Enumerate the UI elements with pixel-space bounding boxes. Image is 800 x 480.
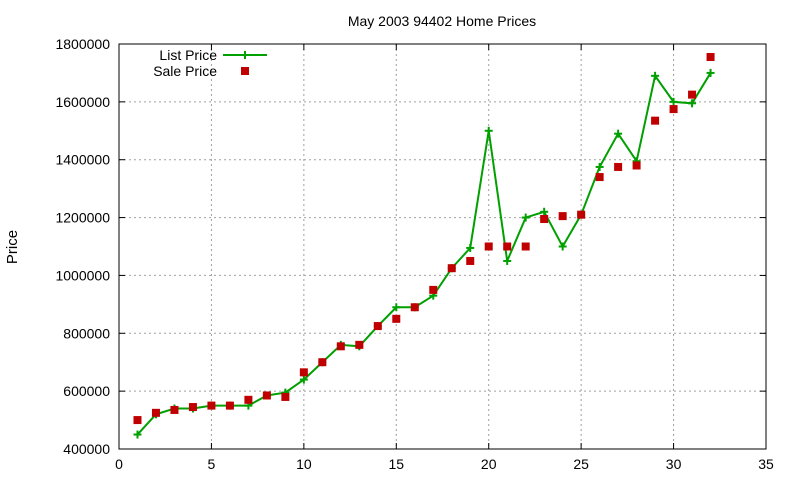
list-price-point — [392, 303, 401, 312]
sale-price-point — [188, 403, 197, 412]
y-tick-label: 400000 — [63, 441, 110, 457]
list-price-point — [595, 162, 604, 171]
sale-price-point — [410, 303, 419, 312]
sale-price-point — [632, 161, 641, 170]
list-price-point — [669, 97, 678, 106]
sale-price-point — [336, 342, 345, 351]
x-tick-label: 0 — [115, 456, 123, 472]
list-price-point — [299, 375, 308, 384]
list-price-point — [540, 207, 549, 216]
list-price-point — [484, 126, 493, 135]
sale-price-point — [706, 53, 715, 62]
x-tick-label: 20 — [481, 456, 497, 472]
legend-label: Sale Price — [153, 63, 217, 79]
sale-price-point — [484, 242, 493, 251]
legend-item: Sale Price — [153, 63, 249, 79]
y-tick-label: 800000 — [63, 325, 110, 341]
plot-frame — [118, 43, 767, 450]
y-axis-label: Price — [4, 230, 21, 264]
x-tick-label: 25 — [573, 456, 589, 472]
sale-price-point — [429, 285, 438, 294]
sale-price-point — [540, 215, 549, 224]
y-tick-label: 1800000 — [55, 36, 110, 52]
sale-price-point — [170, 405, 179, 414]
list-price-point — [503, 256, 512, 265]
sale-price-point — [299, 368, 308, 377]
sale-price-point — [262, 391, 271, 400]
list-price-point — [521, 213, 530, 222]
sale-price-point — [318, 358, 327, 367]
sale-price-point — [688, 90, 697, 99]
y-tick-label: 1400000 — [55, 152, 110, 168]
series-group — [133, 53, 715, 439]
sale-price-point — [577, 210, 586, 219]
x-tick-label: 10 — [296, 456, 312, 472]
sale-price-point — [133, 416, 142, 425]
x-tick-label: 35 — [758, 456, 774, 472]
sale-price-point — [207, 401, 216, 410]
series-2 — [133, 53, 715, 425]
sale-price-point — [355, 340, 364, 349]
sale-price-point — [151, 408, 160, 417]
sale-price-point — [595, 173, 604, 182]
y-tick-label: 1200000 — [55, 210, 110, 226]
legend-marker — [241, 51, 249, 59]
list-price-point — [614, 129, 623, 138]
y-tick-label: 1600000 — [55, 94, 110, 110]
axis-ticks: 0 5 10 15 20 25 30 35 400000 600000 800000 1000000 1… — [55, 36, 774, 472]
legend-label: List Price — [159, 47, 217, 63]
chart-title: May 2003 94402 Home Prices — [348, 13, 536, 29]
list-price-point — [706, 68, 715, 77]
sale-price-point — [244, 395, 253, 404]
x-tick-label: 5 — [208, 456, 216, 472]
list-price-point — [133, 430, 142, 439]
sale-price-point — [669, 105, 678, 114]
list-price-point — [651, 71, 660, 80]
sale-price-point — [521, 242, 530, 251]
x-tick-label: 30 — [666, 456, 682, 472]
sale-price-point — [281, 392, 290, 401]
sale-price-point — [466, 256, 475, 265]
y-tick-label: 1000000 — [55, 267, 110, 283]
sale-price-point — [225, 401, 234, 410]
sale-price-point — [651, 116, 660, 125]
sale-price-point — [373, 322, 382, 331]
sale-price-point — [447, 264, 456, 273]
legend-item: List Price — [159, 47, 267, 63]
list-price-point — [688, 99, 697, 108]
list-price-point — [558, 242, 567, 251]
legend-marker — [241, 67, 249, 75]
sale-price-point — [392, 314, 401, 323]
list-price-point — [466, 243, 475, 252]
y-tick-label: 600000 — [63, 383, 110, 399]
sale-price-point — [503, 242, 512, 251]
sale-price-point — [558, 212, 567, 221]
x-tick-label: 15 — [388, 456, 404, 472]
sale-price-point — [614, 162, 623, 171]
